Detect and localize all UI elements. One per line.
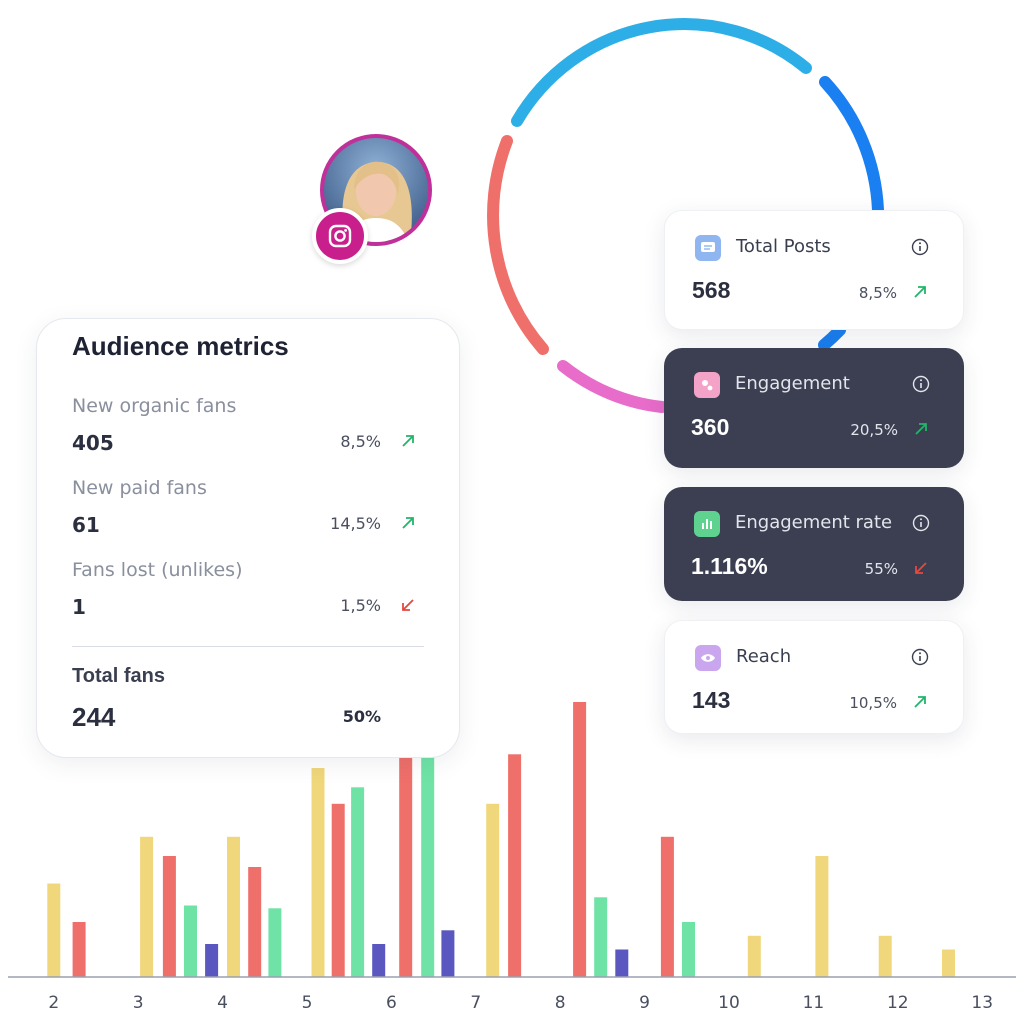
stat-value: 143 (692, 687, 731, 713)
bar-yellow-6[interactable] (227, 836, 240, 978)
x-tick-labels: 2 3 4 5 6 7 8 9 10 11 12 13 (48, 993, 993, 1013)
info-icon[interactable] (911, 648, 929, 666)
stat-title: Engagement (735, 373, 850, 394)
bar-purple-20[interactable] (615, 949, 629, 978)
stat-card-total-posts[interactable]: Total Posts 568 8,5% (664, 210, 964, 330)
trend-up-icon (914, 286, 926, 298)
trend-down-icon (915, 562, 927, 574)
ring-segment-light-blue (511, 18, 812, 127)
stat-card-engagement[interactable]: Engagement 360 20,5% (664, 348, 964, 468)
bar-yellow-2[interactable] (140, 836, 154, 978)
metric-value-lost: 1 (72, 595, 86, 619)
x-tick-label: 5 (302, 993, 313, 1013)
bar-yellow-23[interactable] (747, 935, 761, 978)
info-icon[interactable] (911, 238, 929, 256)
x-tick-label: 6 (386, 993, 397, 1013)
stat-card-engagement-rate[interactable]: Engagement rate 1.116% 55% (664, 487, 964, 601)
trend-up-icon (402, 435, 414, 447)
metric-pct-paid: 14,5% (330, 514, 381, 533)
x-tick-label: 13 (971, 993, 993, 1013)
stat-pct: 20,5% (850, 421, 898, 439)
metric-pct-organic: 8,5% (340, 432, 381, 451)
bar-red-21[interactable] (660, 836, 674, 978)
bar-red-3[interactable] (162, 856, 176, 977)
bar-purple-15[interactable] (441, 930, 455, 978)
x-tick-label: 3 (133, 993, 144, 1013)
instagram-icon[interactable] (312, 208, 368, 264)
info-icon[interactable] (912, 514, 930, 532)
stat-title: Engagement rate (735, 512, 893, 533)
total-fans-pct: 50% (342, 707, 381, 726)
trend-up-icon (914, 696, 926, 708)
stat-card-reach[interactable]: Reach 143 10,5% (664, 620, 964, 734)
divider (72, 646, 424, 647)
bar-red-10[interactable] (331, 803, 345, 978)
message-icon (695, 235, 721, 261)
bar-purple-12[interactable] (372, 944, 386, 977)
bar-red-18[interactable] (573, 702, 587, 977)
stat-pct: 8,5% (858, 284, 897, 302)
stat-title: Total Posts (736, 236, 831, 257)
total-fans-value: 244 (72, 702, 116, 732)
x-tick-label: 8 (555, 993, 566, 1013)
bar-green-14[interactable] (421, 729, 435, 978)
x-tick-label: 12 (887, 993, 909, 1013)
stat-value: 360 (691, 414, 730, 440)
x-tick-label: 7 (470, 993, 481, 1013)
bar-red-7[interactable] (248, 867, 262, 977)
bar-green-8[interactable] (268, 908, 282, 978)
x-tick-label: 2 (48, 993, 59, 1013)
trend-down-icon (402, 599, 414, 611)
stat-pct: 10,5% (849, 694, 897, 712)
ring-segment-blue-low (818, 324, 846, 351)
metric-label-paid: New paid fans (72, 477, 207, 499)
x-tick-label: 11 (803, 993, 825, 1013)
bar-red-1[interactable] (72, 922, 86, 977)
metric-value-organic: 405 (72, 431, 114, 455)
bars-group (47, 702, 955, 978)
bar-yellow-24[interactable] (815, 856, 829, 977)
bar-green-11[interactable] (351, 787, 365, 977)
stat-title: Reach (736, 646, 792, 667)
eye-icon (695, 645, 721, 671)
card-title: Audience metrics (72, 331, 289, 361)
bar-yellow-0[interactable] (47, 883, 61, 978)
stat-pct: 55% (864, 560, 898, 578)
ring-segment-coral (487, 135, 549, 355)
engagement-icon (694, 372, 720, 398)
stat-value: 568 (692, 277, 731, 303)
bar-green-4[interactable] (184, 905, 197, 978)
bar-purple-5[interactable] (205, 944, 219, 977)
bar-yellow-16[interactable] (486, 803, 500, 978)
bar-chart-icon (694, 511, 720, 537)
bar-yellow-9[interactable] (311, 768, 325, 977)
ring-segment-pink (557, 360, 668, 413)
total-fans-label: Total fans (72, 665, 165, 687)
bar-red-13[interactable] (399, 702, 413, 977)
bar-yellow-26[interactable] (942, 949, 955, 978)
info-icon[interactable] (912, 375, 930, 393)
ring-segment-blue (819, 76, 884, 216)
metric-pct-lost: 1,5% (340, 596, 381, 615)
stat-value: 1.116% (691, 553, 768, 579)
x-tick-label: 9 (639, 993, 650, 1013)
bar-red-17[interactable] (508, 754, 522, 978)
x-tick-label: 10 (718, 993, 740, 1013)
metric-value-paid: 61 (72, 513, 100, 537)
metric-label-organic: New organic fans (72, 395, 237, 417)
metric-label-lost: Fans lost (unlikes) (72, 559, 243, 581)
x-tick-label: 4 (217, 993, 228, 1013)
profile-avatar-group[interactable] (312, 134, 432, 264)
audience-metrics-card: Audience metrics New organic fans 405 8,… (36, 318, 460, 758)
bar-green-19[interactable] (594, 897, 608, 978)
bar-green-22[interactable] (682, 922, 695, 977)
bar-yellow-25[interactable] (878, 935, 892, 978)
trend-up-icon (402, 517, 414, 529)
trend-up-icon (915, 423, 927, 435)
